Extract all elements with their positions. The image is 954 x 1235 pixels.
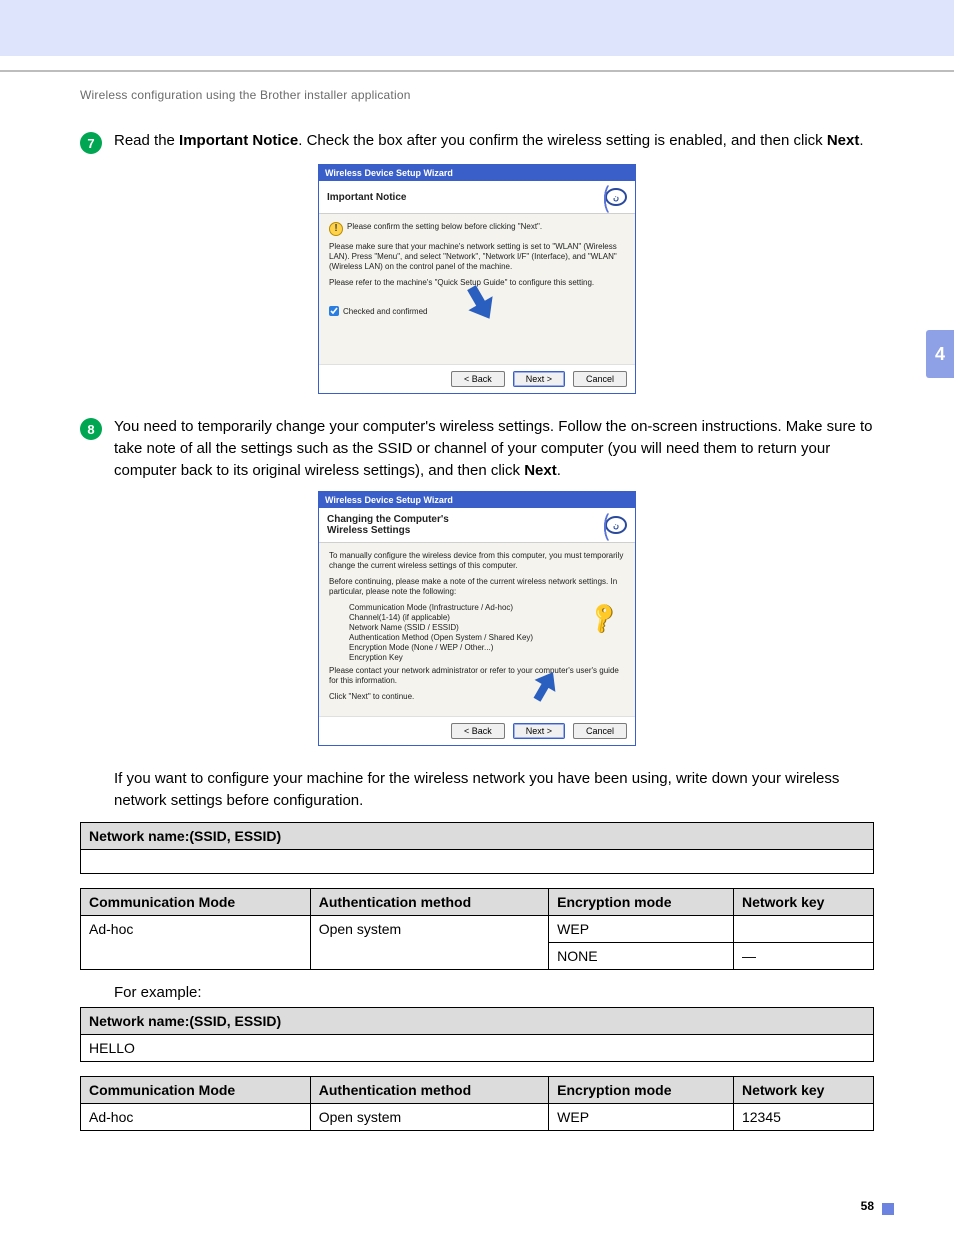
list-item: Communication Mode (Infrastructure / Ad-… [349, 603, 625, 612]
cancel-button[interactable]: Cancel [573, 723, 627, 739]
th: Network name:(SSID, ESSID) [81, 822, 874, 849]
wizard-1-buttons: < Back Next > Cancel [319, 364, 635, 393]
step-8: 8 You need to temporarily change your co… [80, 416, 874, 481]
wizard-2-heading: Changing the Computer's Wireless Setting… [327, 514, 487, 536]
td: Ad-hoc [81, 915, 311, 969]
step-8-text: You need to temporarily change your comp… [114, 416, 874, 481]
w2-p4: Click "Next" to continue. [329, 692, 625, 702]
t: Read the [114, 132, 179, 149]
b: Next [524, 462, 557, 479]
main-content: 7 Read the Important Notice. Check the b… [80, 130, 874, 1145]
wizard-2-header: Changing the Computer's Wireless Setting… [319, 508, 635, 543]
cancel-button[interactable]: Cancel [573, 371, 627, 387]
network-name-table-blank: Network name:(SSID, ESSID) [80, 822, 874, 874]
b: Important Notice [179, 132, 298, 149]
settings-table-blank: Communication Mode Authentication method… [80, 888, 874, 970]
arrow-icon [468, 296, 501, 326]
list-item: Encryption Key [349, 653, 625, 662]
td: — [733, 942, 873, 969]
th: Network name:(SSID, ESSID) [81, 1007, 874, 1034]
t: . Check the box after you confirm the wi… [298, 132, 827, 149]
wizard-1-header: Important Notice ((((ن [319, 181, 635, 214]
for-example-label: For example: [114, 984, 874, 1001]
wizard-1-heading: Important Notice [327, 192, 406, 203]
wizard-1-body: ! Please confirm the setting below before… [319, 214, 635, 364]
b: Next [827, 132, 860, 149]
th: Authentication method [310, 888, 548, 915]
t: You need to temporarily change your comp… [114, 418, 873, 479]
back-button[interactable]: < Back [451, 723, 505, 739]
th: Network key [733, 1076, 873, 1103]
next-button[interactable]: Next > [513, 723, 565, 739]
td [81, 849, 874, 873]
page-marker-icon [882, 1203, 894, 1215]
step-7-text: Read the Important Notice. Check the box… [114, 130, 864, 152]
top-band [0, 0, 954, 56]
wifi-logo-icon: ((((ن [555, 515, 627, 535]
list-item: Network Name (SSID / ESSID) [349, 623, 625, 632]
network-name-table-example: Network name:(SSID, ESSID) HELLO [80, 1007, 874, 1062]
wifi-logo-icon: ((((ن [555, 187, 627, 207]
checked-confirmed-label: Checked and confirmed [343, 307, 428, 316]
w1-line1: Please confirm the setting below before … [347, 222, 542, 231]
th: Communication Mode [81, 888, 311, 915]
warning-icon: ! [329, 222, 343, 236]
breadcrumb: Wireless configuration using the Brother… [80, 88, 411, 102]
divider [0, 70, 954, 72]
td: NONE [549, 942, 734, 969]
td: WEP [549, 1103, 734, 1130]
back-button[interactable]: < Back [451, 371, 505, 387]
th: Network key [733, 888, 873, 915]
td: Ad-hoc [81, 1103, 311, 1130]
th: Authentication method [310, 1076, 548, 1103]
list-item: Encryption Mode (None / WEP / Other...) [349, 643, 625, 652]
td: Open system [310, 915, 548, 969]
t: . [859, 132, 863, 149]
wizard-1: Wireless Device Setup Wizard Important N… [318, 164, 636, 394]
wizard-1-titlebar: Wireless Device Setup Wizard [319, 165, 635, 181]
wizard-1-wrap: Wireless Device Setup Wizard Important N… [80, 164, 874, 394]
wizard-2-titlebar: Wireless Device Setup Wizard [319, 492, 635, 508]
wizard-2-body: To manually configure the wireless devic… [319, 543, 635, 716]
w2-p2: Before continuing, please make a note of… [329, 577, 625, 597]
td [733, 915, 873, 942]
checked-confirmed-checkbox[interactable] [329, 306, 339, 316]
w2-list: Communication Mode (Infrastructure / Ad-… [349, 603, 625, 662]
wizard-2-wrap: Wireless Device Setup Wizard Changing th… [80, 491, 874, 746]
w2-p3: Please contact your network administrato… [329, 666, 625, 686]
page-number: 58 [861, 1199, 874, 1213]
settings-table-example: Communication Mode Authentication method… [80, 1076, 874, 1131]
list-item: Authentication Method (Open System / Sha… [349, 633, 625, 642]
th: Encryption mode [549, 1076, 734, 1103]
step-badge-7: 7 [80, 132, 102, 154]
side-tab: 4 [926, 330, 954, 378]
step-badge-8: 8 [80, 418, 102, 440]
w2-p1: To manually configure the wireless devic… [329, 551, 625, 571]
w1-para1: Please make sure that your machine's net… [329, 242, 625, 272]
th: Communication Mode [81, 1076, 311, 1103]
t: . [557, 462, 561, 479]
next-button[interactable]: Next > [513, 371, 565, 387]
td: WEP [549, 915, 734, 942]
td: 12345 [733, 1103, 873, 1130]
th: Encryption mode [549, 888, 734, 915]
wizard-2: Wireless Device Setup Wizard Changing th… [318, 491, 636, 746]
step-7: 7 Read the Important Notice. Check the b… [80, 130, 874, 154]
after-wizard2-text: If you want to configure your machine fo… [114, 768, 874, 812]
wizard-2-buttons: < Back Next > Cancel [319, 716, 635, 745]
td: HELLO [81, 1034, 874, 1061]
td: Open system [310, 1103, 548, 1130]
